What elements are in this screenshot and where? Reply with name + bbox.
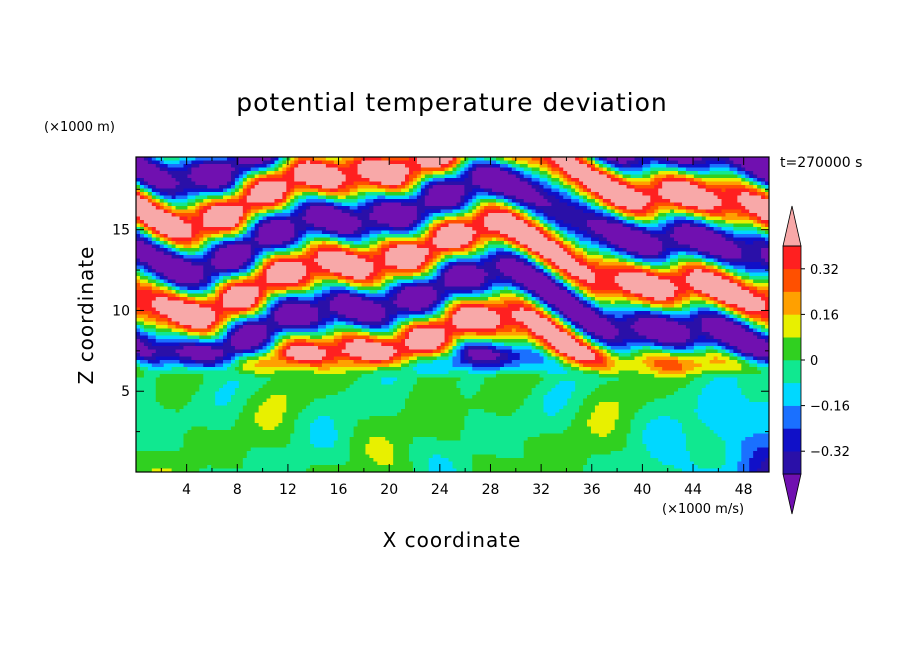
y-tick-label: 15 (112, 223, 130, 239)
colorbar-label: −0.16 (810, 400, 850, 415)
x-tick-label: 28 (482, 482, 500, 498)
y-tick-label: 5 (121, 384, 130, 400)
colorbar-label: −0.32 (810, 445, 850, 460)
heatmap-field (136, 157, 769, 472)
colorbar-band (783, 291, 801, 315)
x-tick-label: 4 (182, 482, 191, 498)
x-tick-label: 44 (684, 482, 702, 498)
colorbar-label: 0.32 (810, 263, 839, 278)
colorbar-extend-high (782, 205, 802, 247)
chart-title: potential temperature deviation (236, 88, 668, 117)
colorbar-band (783, 337, 801, 361)
colorbar-band (783, 382, 801, 406)
x-axis-unit: (×1000 m/s) (662, 502, 745, 517)
plot-frame (135, 156, 770, 473)
colorbar-band (783, 428, 801, 452)
x-tick-label: 32 (532, 482, 550, 498)
x-tick-label: 12 (279, 482, 297, 498)
x-tick-label: 8 (233, 482, 242, 498)
colorbar-label: 0.16 (810, 308, 839, 323)
colorbar-band (783, 451, 801, 475)
colorbar-band (783, 360, 801, 384)
time-label: t=270000 s (780, 155, 863, 171)
x-tick-label: 40 (633, 482, 651, 498)
colorbar-label: 0 (810, 354, 818, 369)
x-tick-label: 48 (735, 482, 753, 498)
y-tick-label: 10 (112, 303, 130, 319)
x-tick-label: 16 (330, 482, 348, 498)
x-axis-label: X coordinate (382, 528, 522, 552)
colorbar-extend-low (782, 473, 802, 515)
x-tick-label: 20 (380, 482, 398, 498)
colorbar: 0.32 0.16 0 −0.16 −0.32 (782, 205, 850, 515)
colorbar-band (783, 314, 801, 338)
y-axis-unit: (×1000 m) (44, 120, 115, 135)
colorbar-band (783, 246, 801, 270)
x-tick-label: 24 (431, 482, 449, 498)
colorbar-band (783, 405, 801, 429)
colorbar-band (783, 268, 801, 292)
x-tick-label: 36 (583, 482, 601, 498)
